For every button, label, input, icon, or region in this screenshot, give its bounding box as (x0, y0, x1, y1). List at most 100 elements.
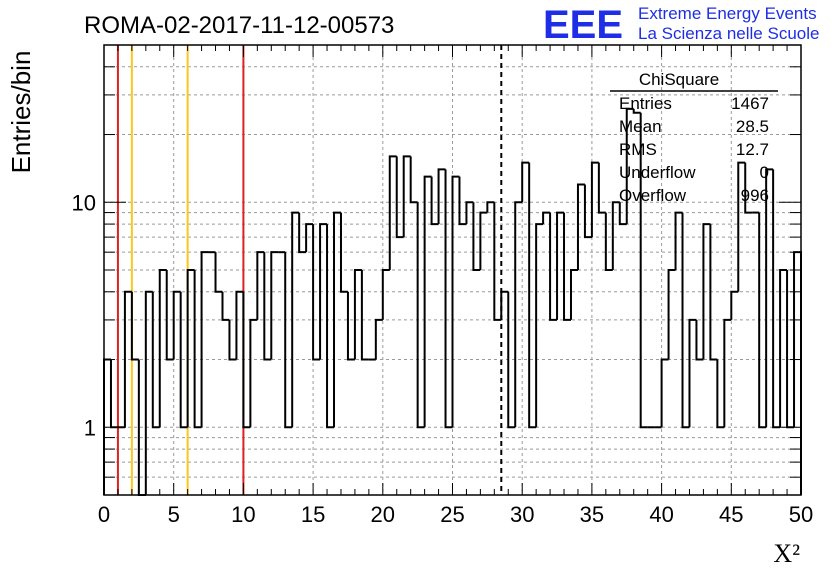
histogram-bin (563, 212, 571, 321)
histogram-bin (409, 156, 418, 204)
eee-logo: EEE (543, 3, 623, 47)
stats-row-value: 28.5 (736, 117, 769, 136)
histogram-bin (590, 161, 599, 238)
histogram-bin (388, 155, 397, 270)
histogram-bin (486, 201, 495, 213)
brand-line-1: Extreme Energy Events (638, 4, 817, 23)
histogram-bin (514, 201, 523, 428)
stats-row-label: Mean (619, 117, 662, 136)
histogram-bin (144, 290, 153, 495)
histogram-bin (465, 201, 474, 225)
histogram-bin (242, 291, 251, 429)
histogram-bin (479, 211, 488, 270)
histogram-bin (786, 270, 795, 429)
histogram-bin (430, 176, 439, 226)
histogram-bin (779, 269, 788, 428)
histogram-bin (765, 168, 774, 428)
histogram-bin (437, 168, 446, 225)
histogram-bin (472, 202, 481, 271)
histogram-bin (702, 223, 711, 360)
stats-row-value: 1467 (731, 94, 769, 113)
histogram-bin (632, 108, 641, 114)
histogram-bin (583, 184, 592, 239)
histogram-bin (556, 211, 565, 320)
histogram-bin (604, 212, 613, 271)
histogram-bin (298, 212, 307, 254)
histogram-bin (611, 201, 620, 270)
histogram-bin (723, 318, 732, 428)
histogram-bin (688, 318, 697, 428)
histogram-bin (109, 359, 118, 429)
histogram-bin (151, 291, 160, 429)
histogram-bin (528, 162, 537, 429)
histogram-bin (772, 169, 781, 429)
histogram-bin (416, 202, 425, 429)
histogram-bin (305, 223, 314, 253)
histogram-bin (165, 270, 174, 361)
chart-title: ROMA-02-2017-11-12-00573 (84, 12, 394, 39)
histogram-bin (319, 223, 328, 360)
histogram-bin (333, 211, 341, 428)
histogram-bin (500, 290, 509, 320)
histogram-bin (381, 269, 390, 320)
histogram-bin (200, 251, 209, 428)
histogram-bin (214, 252, 223, 293)
histogram-bin (270, 251, 279, 360)
histogram-bin (395, 156, 404, 239)
histogram-bin (737, 161, 746, 292)
histogram-bin (758, 212, 767, 429)
histogram-bin (674, 211, 683, 270)
x-tick-label: 35 (580, 502, 604, 527)
histogram (103, 107, 802, 496)
x-axis-title: X² (773, 539, 800, 568)
histogram-bin (346, 291, 355, 361)
histogram-bin (639, 112, 648, 429)
stats-box: ChiSquare Entries 1467 Mean 28.5 RMS 12.7 Unde… (610, 70, 778, 205)
histogram-bin (618, 202, 627, 226)
x-tick-label: 15 (301, 502, 325, 527)
stats-title: ChiSquare (639, 70, 719, 89)
x-tick-label: 20 (371, 502, 395, 527)
histogram-bin (542, 211, 551, 225)
x-tick-label: 25 (440, 502, 464, 527)
y-tick-label: 1 (84, 415, 96, 440)
brand-line-2: La Scienza nelle Scuole (638, 24, 819, 43)
histogram-bin (249, 318, 258, 428)
histogram-bin (186, 269, 195, 428)
histogram-bin (263, 252, 272, 361)
histogram-bin (423, 175, 432, 428)
histogram-bin (709, 224, 718, 361)
histogram-bin (256, 251, 265, 320)
x-tick-label: 0 (98, 502, 110, 527)
histogram-bin (660, 358, 669, 428)
histogram-bin (312, 224, 321, 361)
histogram-bin (730, 290, 739, 320)
histogram-bin (228, 319, 237, 361)
histogram-bin (179, 291, 188, 429)
histogram-bin (451, 175, 460, 428)
x-tick-label: 40 (649, 502, 673, 527)
histogram-bin (569, 269, 578, 320)
y-axis-title: Entries/bin (6, 51, 36, 174)
stats-row-label: Entries (619, 94, 672, 113)
tick-labels: 0 5 10 15 20 25 30 35 40 45 50 1 10 (72, 190, 814, 527)
stats-row-label: Overflow (619, 186, 687, 205)
histogram-bin (444, 169, 453, 429)
histogram-bin (625, 107, 634, 225)
histogram-bin (291, 211, 300, 428)
histogram-bin (221, 291, 230, 321)
axis-ticks (103, 44, 802, 496)
histogram-bin (326, 224, 335, 429)
histogram-bin (681, 212, 690, 429)
histogram-bin (402, 155, 411, 238)
x-tick-label: 5 (168, 502, 180, 527)
histogram-bin (284, 252, 293, 429)
histogram-bin (549, 212, 558, 321)
stats-row-label: RMS (619, 140, 657, 159)
histogram-bin (535, 223, 544, 428)
histogram-bin (507, 291, 516, 429)
histogram-bin (695, 319, 704, 361)
x-tick-label: 10 (231, 502, 255, 527)
histogram-bin (576, 183, 585, 270)
